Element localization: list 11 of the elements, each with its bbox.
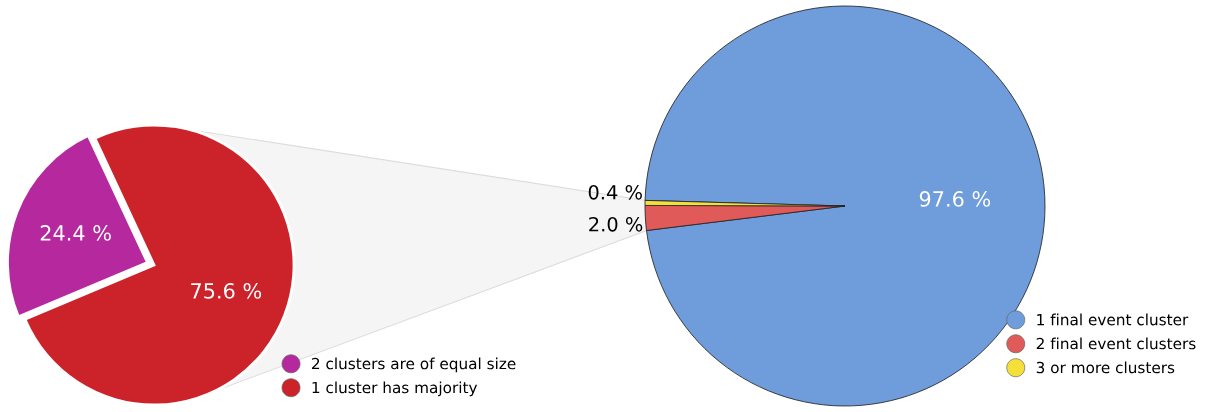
legend-label: 1 cluster has majority [312,381,478,397]
data-label: 97.6 % [919,191,991,207]
legend-label: 3 or more clusters [1036,361,1175,374]
data-label: 75.6 % [191,282,262,299]
legend-label: 2 clusters are of equal size [312,357,516,373]
legend-label: 1 final event cluster [1037,313,1189,326]
data-label: 0.4 % [588,184,642,200]
pie-slice [644,5,1046,407]
data-label: 2.0 % [589,216,643,232]
data-label: 24.4 % [40,225,111,241]
legend-label: 2 final event clusters [1036,337,1196,350]
